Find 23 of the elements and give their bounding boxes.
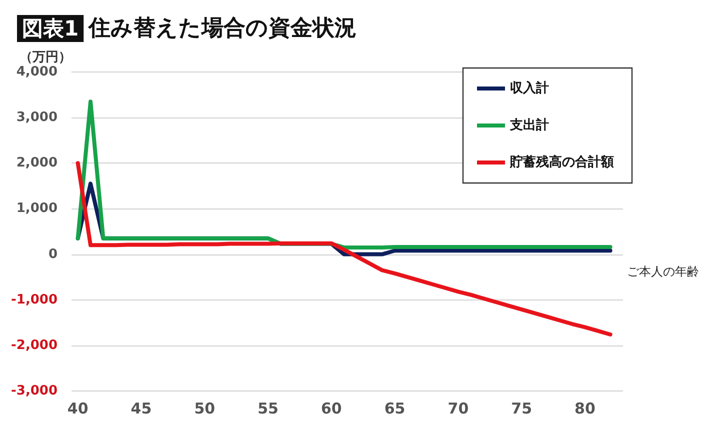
x-axis-title: ご本人の年齢 — [627, 264, 699, 278]
y-tick-label: 4,000 — [16, 64, 58, 80]
y-tick-label: -2,000 — [11, 338, 58, 353]
y-tick-label: 1,000 — [16, 201, 58, 216]
y-axis-title: （万円） — [20, 50, 72, 65]
y-tick-label: 2,000 — [16, 156, 58, 171]
x-tick-label: 55 — [258, 400, 278, 418]
x-tick-label: 70 — [448, 400, 469, 418]
y-tick-label: 0 — [48, 246, 58, 262]
chart-title: 図表1 住み替えた場合の資金状況 — [22, 16, 357, 41]
x-tick-label: 50 — [194, 400, 216, 418]
y-tick-label: 3,000 — [16, 110, 58, 126]
x-tick-label: 65 — [384, 400, 406, 418]
x-tick-label: 45 — [130, 400, 152, 418]
y-tick-label: -1,000 — [11, 292, 58, 308]
legend-label: 貯蓄残高の合計額 — [509, 154, 614, 170]
x-tick-label: 60 — [320, 400, 342, 418]
legend-label: 収入計 — [510, 80, 549, 96]
x-tick-label: 40 — [67, 400, 88, 418]
legend-label: 支出計 — [509, 117, 549, 133]
y-tick-label: -3,000 — [11, 384, 58, 398]
x-tick-label: 75 — [511, 400, 532, 418]
x-tick-label: 80 — [574, 400, 596, 418]
